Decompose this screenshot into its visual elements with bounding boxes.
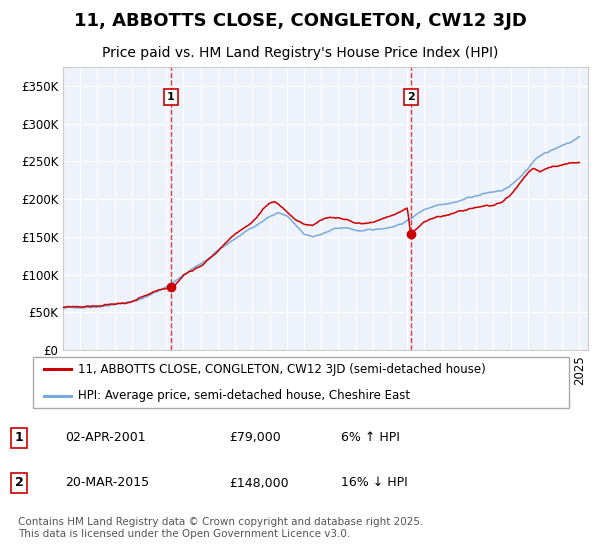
- Text: 6% ↑ HPI: 6% ↑ HPI: [341, 431, 400, 445]
- Text: Price paid vs. HM Land Registry's House Price Index (HPI): Price paid vs. HM Land Registry's House …: [102, 46, 498, 60]
- Text: £79,000: £79,000: [229, 431, 281, 445]
- Text: HPI: Average price, semi-detached house, Cheshire East: HPI: Average price, semi-detached house,…: [78, 389, 410, 402]
- FancyBboxPatch shape: [33, 357, 569, 408]
- Text: £148,000: £148,000: [229, 477, 289, 489]
- Text: 1: 1: [167, 92, 175, 102]
- Text: 2: 2: [407, 92, 415, 102]
- Text: Contains HM Land Registry data © Crown copyright and database right 2025.
This d: Contains HM Land Registry data © Crown c…: [18, 517, 423, 539]
- Text: 11, ABBOTTS CLOSE, CONGLETON, CW12 3JD: 11, ABBOTTS CLOSE, CONGLETON, CW12 3JD: [74, 12, 526, 30]
- Text: 20-MAR-2015: 20-MAR-2015: [65, 477, 149, 489]
- Text: 11, ABBOTTS CLOSE, CONGLETON, CW12 3JD (semi-detached house): 11, ABBOTTS CLOSE, CONGLETON, CW12 3JD (…: [78, 363, 485, 376]
- Text: 16% ↓ HPI: 16% ↓ HPI: [341, 477, 408, 489]
- Text: 1: 1: [14, 431, 23, 445]
- Text: 02-APR-2001: 02-APR-2001: [65, 431, 145, 445]
- Text: 2: 2: [14, 477, 23, 489]
